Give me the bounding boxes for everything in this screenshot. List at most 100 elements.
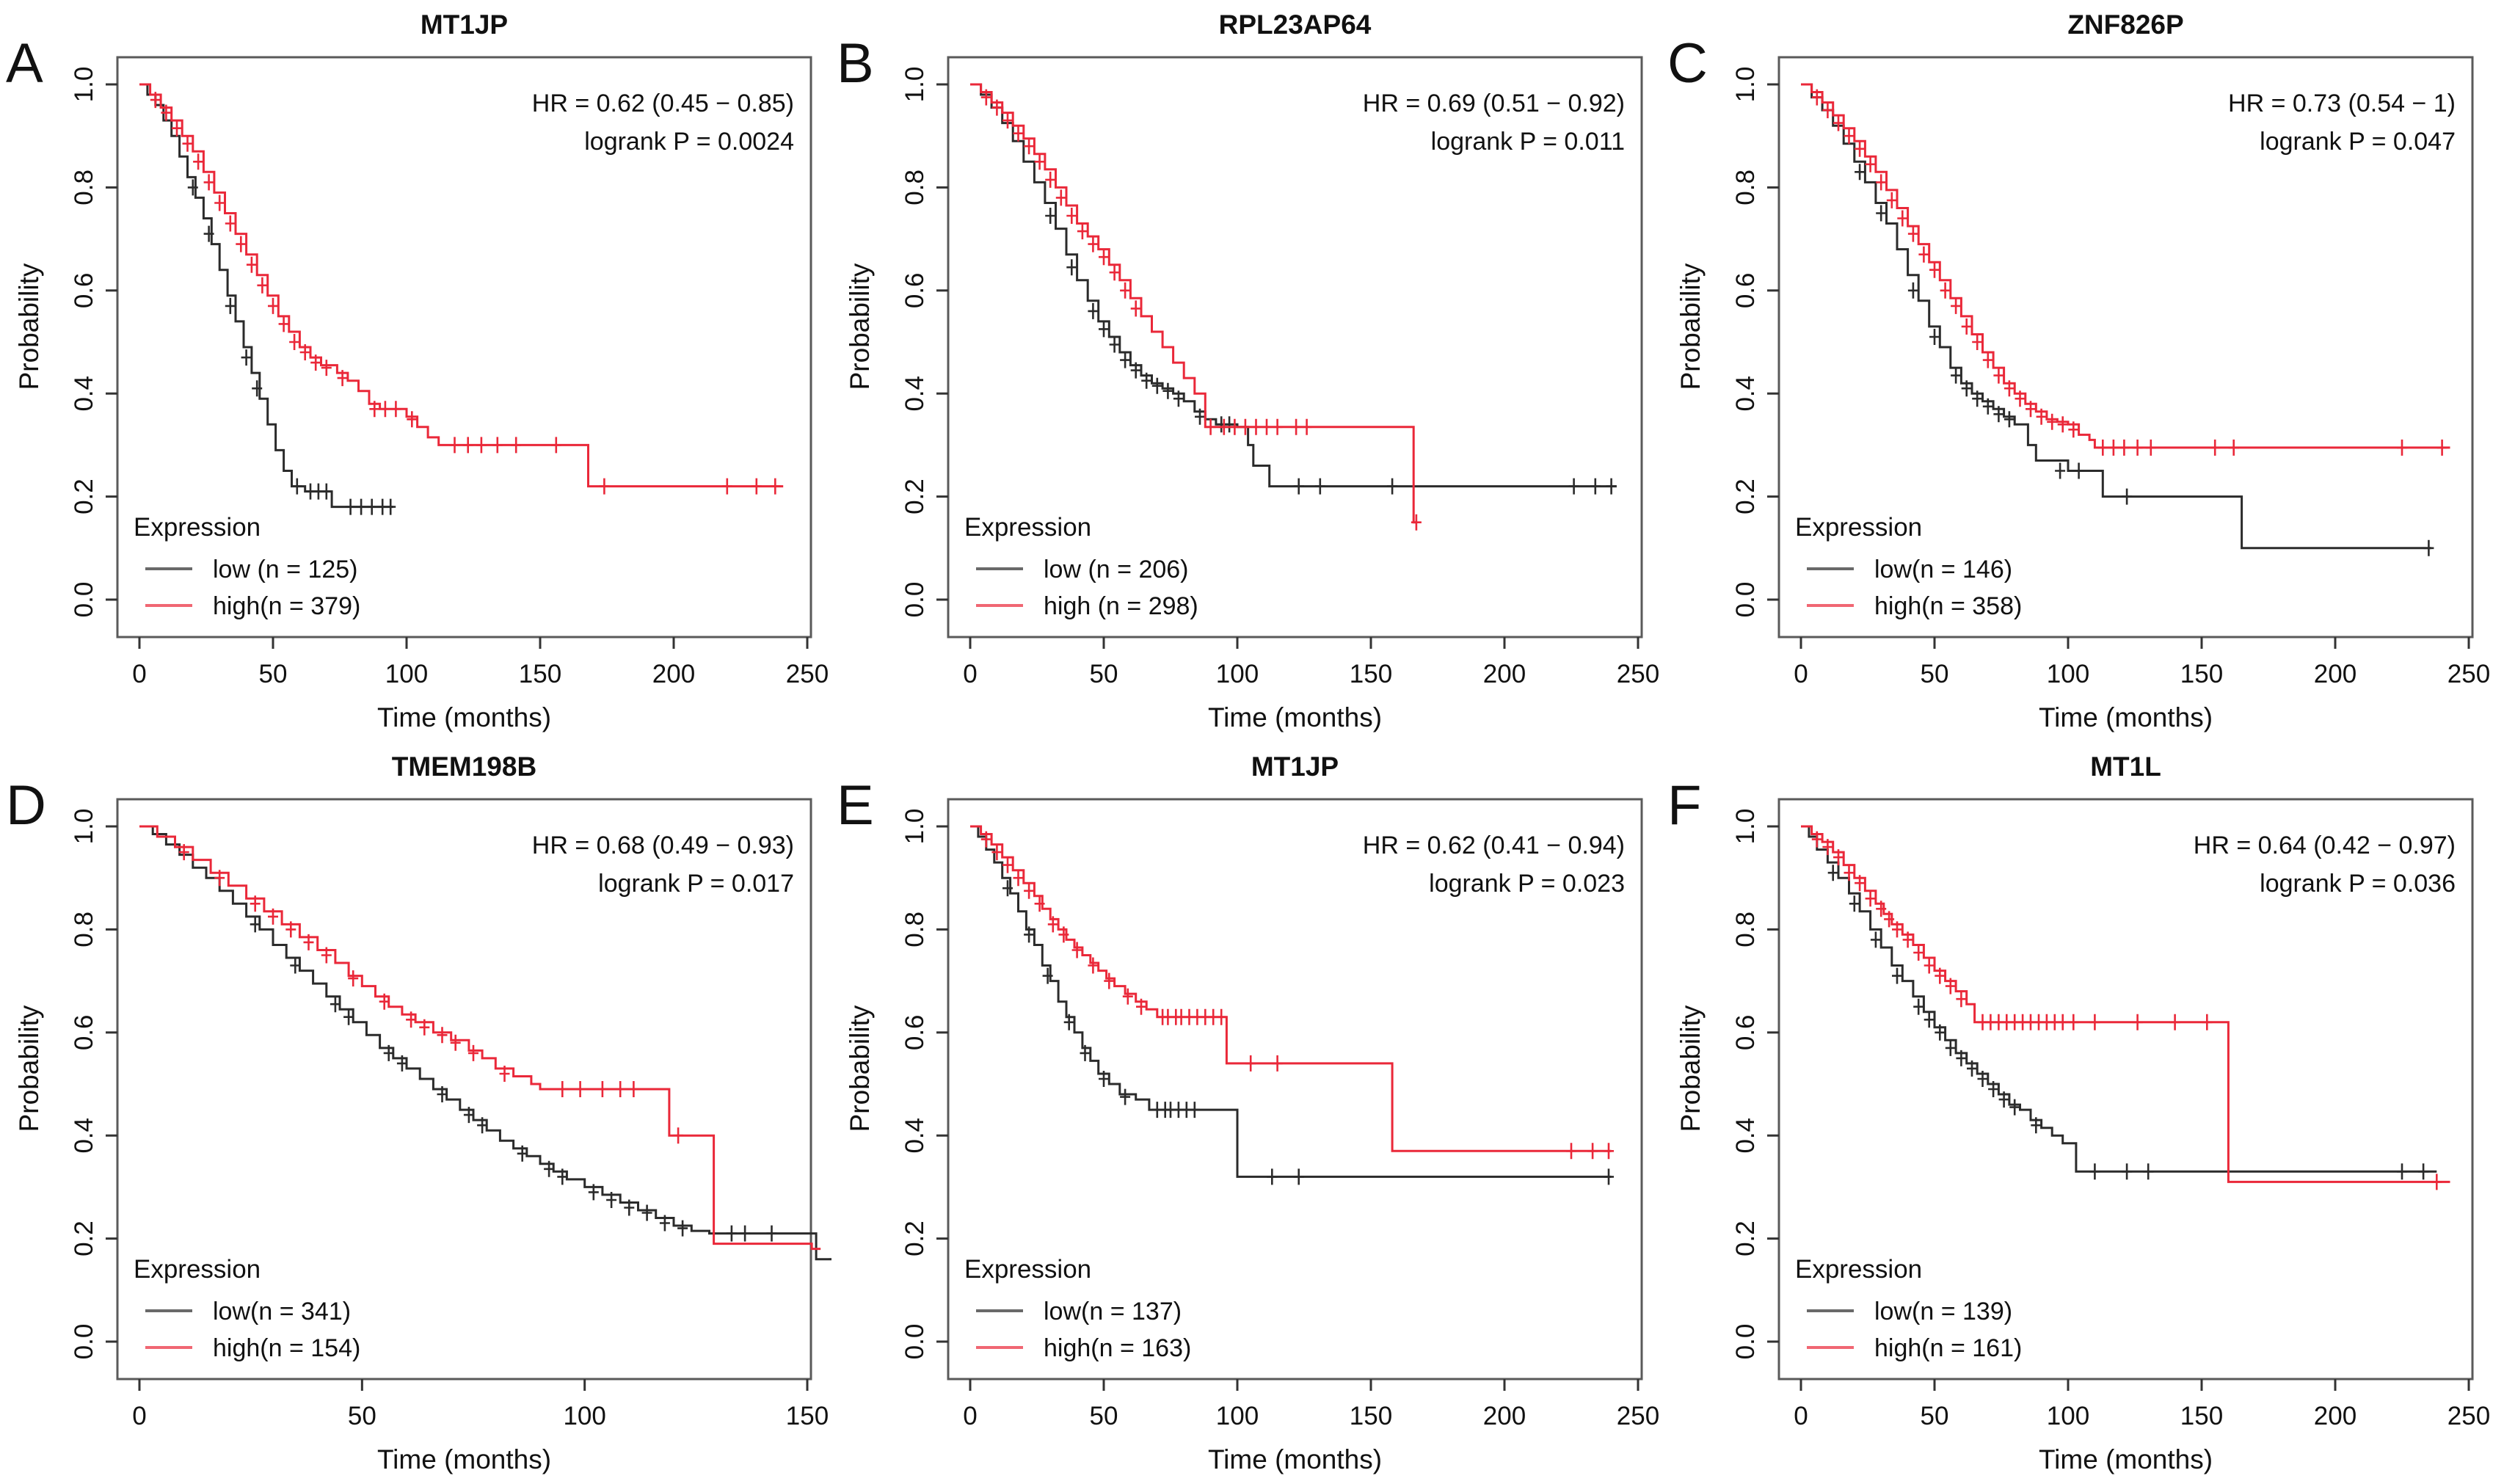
censor-marks-high: [178, 844, 684, 1144]
censor-marks-low: [1827, 865, 2429, 1180]
x-axis-label: Time (months): [1208, 702, 1382, 732]
legend-label-high: high(n = 358): [1874, 592, 2022, 620]
x-axis-label: Time (months): [2039, 702, 2213, 732]
x-axis: 0 50 100 150 200 250 Time (months): [132, 637, 829, 732]
y-tick-label: 1.0: [70, 809, 98, 845]
legend-title: Expression: [964, 513, 1091, 542]
km-panel-C: 0 50 100 150 200 250 Time (months) 0.0 0.2 0.4 0.6…: [1662, 0, 2493, 742]
x-axis: 0 50 100 150 Time (months): [132, 1379, 829, 1474]
legend: Expression low(n = 137) high(n = 163): [964, 1255, 1191, 1362]
y-tick-label: 1.0: [900, 809, 929, 845]
y-tick-label: 1.0: [1731, 809, 1760, 845]
censor-marks-high: [980, 831, 1614, 1160]
km-curve-high: [970, 83, 1416, 524]
plot-border: [116, 798, 812, 1381]
y-tick-label: 0.0: [1731, 582, 1760, 618]
y-axis: 0.0 0.2 0.4 0.6 0.8 1.0 Probability: [14, 809, 117, 1359]
legend: Expression low(n = 146) high(n = 358): [1795, 513, 2022, 620]
y-tick-label: 0.4: [900, 1118, 929, 1154]
x-axis: 0 50 100 150 200 250 Time (months): [1794, 1379, 2490, 1474]
censor-marks-high: [150, 92, 781, 495]
x-tick-label: 150: [519, 660, 561, 688]
y-tick-label: 0.8: [1731, 912, 1760, 947]
panel-title: MT1L: [2090, 752, 2161, 782]
legend-label-low: low(n = 137): [1044, 1298, 1182, 1325]
y-tick-label: 0.6: [900, 1014, 929, 1050]
x-axis-label: Time (months): [1208, 1444, 1382, 1474]
km-plot-B: 0 50 100 150 200 250 Time (months) 0.0 0.2 0.4 0.6…: [837, 10, 1659, 732]
x-tick-label: 0: [1794, 1402, 1808, 1430]
panel-letter: B: [837, 32, 874, 95]
x-tick-label: 250: [1617, 660, 1659, 688]
legend-label-low: low (n = 206): [1044, 556, 1189, 583]
legend-label-low: low(n = 139): [1874, 1298, 2012, 1325]
km-panel-E: 0 50 100 150 200 250 Time (months) 0.0 0.2 0.4 0.6…: [831, 742, 1662, 1484]
y-axis: 0.0 0.2 0.4 0.6 0.8 1.0 Probability: [1675, 67, 1779, 618]
y-tick-label: 0.6: [1731, 272, 1760, 308]
legend-title: Expression: [1795, 1255, 1922, 1284]
y-tick-label: 0.8: [900, 912, 929, 947]
y-tick-label: 0.2: [900, 479, 929, 514]
y-tick-label: 0.8: [900, 170, 929, 205]
km-curve-low: [970, 825, 1612, 1178]
legend-label-high: high(n = 161): [1874, 1334, 2022, 1362]
panel-title: TMEM198B: [392, 752, 536, 782]
x-tick-label: 50: [1921, 1402, 1949, 1430]
x-tick-label: 50: [348, 1402, 376, 1430]
censor-marks-low: [187, 179, 396, 515]
y-tick-label: 1.0: [900, 67, 929, 103]
y-tick-label: 0.6: [70, 272, 98, 308]
y-axis-label: Probability: [845, 1005, 875, 1132]
censor-marks-high: [1811, 89, 2447, 456]
y-tick-label: 0.2: [70, 479, 98, 514]
y-tick-label: 0.0: [1731, 1324, 1760, 1360]
y-tick-label: 0.0: [900, 1324, 929, 1360]
x-tick-label: 50: [1921, 660, 1949, 688]
y-axis: 0.0 0.2 0.4 0.6 0.8 1.0 Probability: [845, 809, 948, 1360]
legend: Expression low (n = 206) high (n = 298): [964, 513, 1198, 620]
y-tick-label: 0.0: [900, 582, 929, 618]
hr-annotation: HR = 0.64 (0.42 − 0.97): [2194, 832, 2456, 859]
y-tick-label: 0.6: [900, 272, 929, 308]
plot-border: [116, 56, 812, 639]
x-tick-label: 50: [1090, 660, 1118, 688]
y-axis-label: Probability: [845, 263, 875, 390]
km-panel-F: 0 50 100 150 200 250 Time (months) 0.0 0.2 0.4 0.6…: [1662, 742, 2493, 1484]
y-tick-label: 1.0: [70, 67, 98, 103]
y-tick-label: 0.2: [1731, 479, 1760, 514]
panel-letter: A: [6, 32, 43, 95]
panel-title: ZNF826P: [2067, 10, 2183, 40]
x-tick-label: 150: [2180, 660, 2223, 688]
x-tick-label: 100: [2047, 1402, 2089, 1430]
x-tick-label: 100: [385, 660, 428, 688]
x-tick-label: 250: [2447, 1402, 2490, 1430]
censor-marks-low: [1045, 208, 1617, 495]
x-tick-label: 250: [1617, 1402, 1659, 1430]
y-tick-label: 0.2: [900, 1221, 929, 1256]
y-tick-label: 0.4: [70, 1118, 98, 1154]
x-axis: 0 50 100 150 200 250 Time (months): [1794, 637, 2490, 732]
km-plot-E: 0 50 100 150 200 250 Time (months) 0.0 0.2 0.4 0.6…: [837, 752, 1659, 1474]
legend-label-low: low(n = 341): [213, 1298, 351, 1325]
km-curve-high: [139, 825, 821, 1251]
x-tick-label: 100: [563, 1402, 605, 1430]
x-tick-label: 0: [132, 660, 146, 688]
panel-letter: D: [6, 774, 46, 837]
panel-title: MT1JP: [421, 10, 508, 40]
x-tick-label: 250: [786, 660, 829, 688]
x-tick-label: 50: [259, 660, 288, 688]
x-tick-label: 250: [2447, 660, 2490, 688]
y-axis: 0.0 0.2 0.4 0.6 0.8 1.0 Probability: [1675, 809, 1779, 1360]
logrank-annotation: logrank P = 0.011: [1431, 128, 1625, 156]
km-panel-A: 0 50 100 150 200 250 Time (months) 0.0 0.2 0.4 0.6…: [0, 0, 831, 742]
x-tick-label: 0: [1794, 660, 1808, 688]
km-curve-low: [970, 83, 1617, 488]
y-tick-label: 0.4: [1731, 1118, 1760, 1154]
legend-label-high: high(n = 163): [1044, 1334, 1191, 1362]
x-tick-label: 150: [2180, 1402, 2223, 1430]
x-tick-label: 0: [963, 660, 977, 688]
y-tick-label: 0.6: [1731, 1014, 1760, 1050]
panel-letter: E: [837, 774, 874, 837]
panel-title: MT1JP: [1251, 752, 1339, 782]
y-tick-label: 0.2: [70, 1221, 98, 1256]
